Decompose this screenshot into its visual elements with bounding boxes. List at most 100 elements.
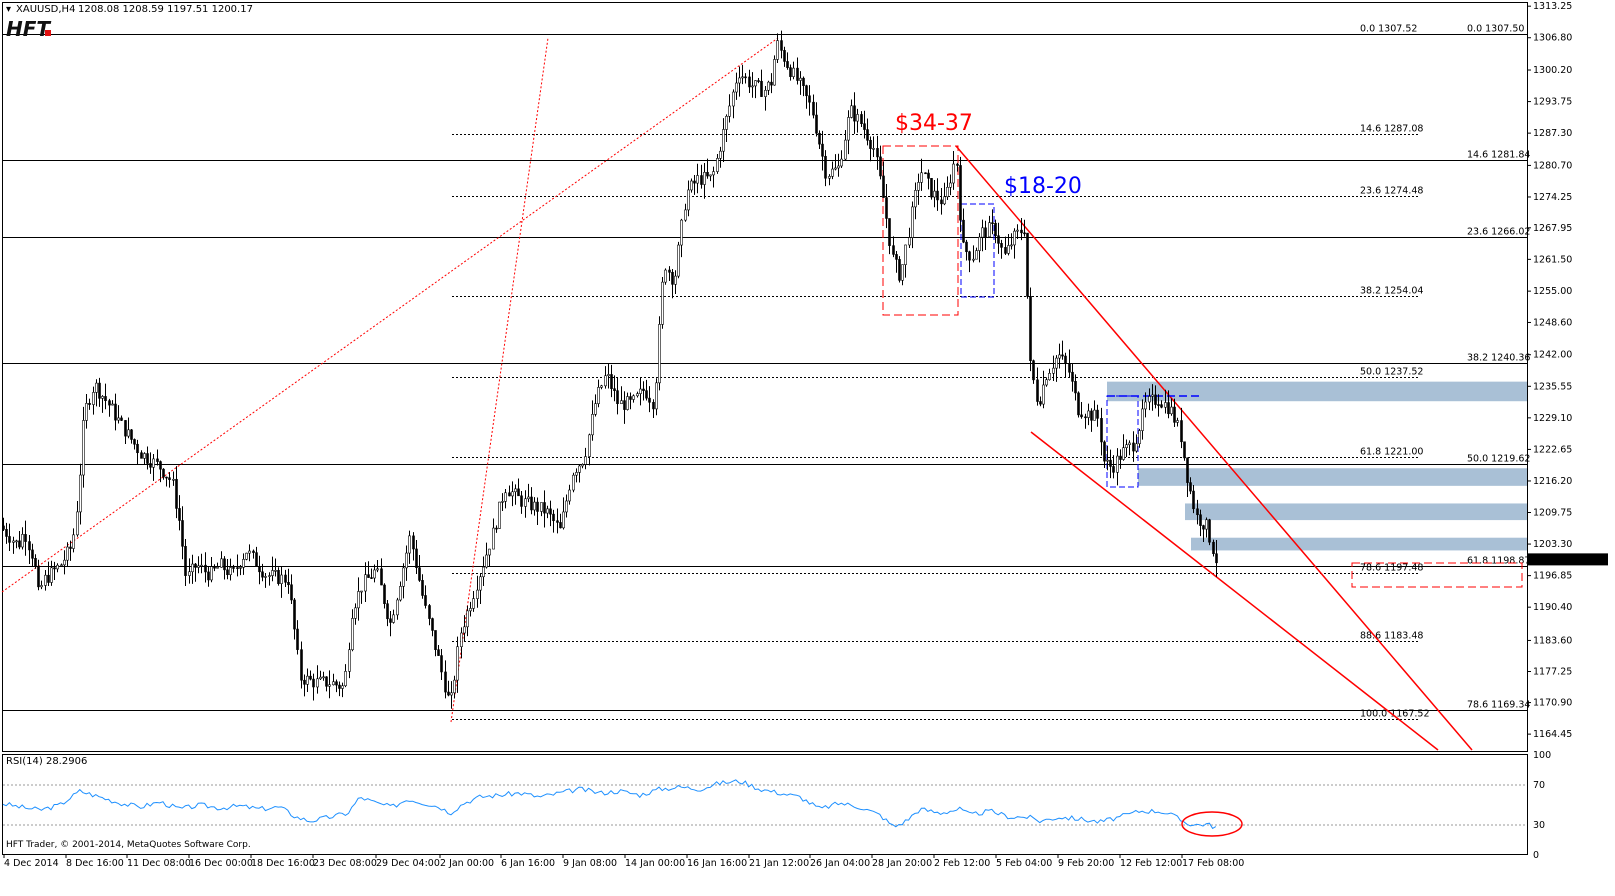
candle-body <box>639 388 642 394</box>
candle-body <box>386 603 389 620</box>
candle-body <box>623 400 626 410</box>
candle-body <box>1202 525 1205 530</box>
candle-body <box>815 114 818 134</box>
candle-body <box>1183 441 1186 459</box>
candle-body <box>802 77 805 86</box>
candle-body <box>680 219 683 246</box>
candle-body <box>1000 243 1003 248</box>
collapse-triangle-icon[interactable]: ▾ <box>6 4 11 15</box>
candle-body <box>1052 367 1055 374</box>
candle-body <box>754 80 757 87</box>
candle-body <box>440 655 443 673</box>
candle-body <box>578 465 581 473</box>
candle-body <box>479 576 482 591</box>
price-tick-label: 1196.85 <box>1533 571 1572 582</box>
candle-body <box>47 574 50 583</box>
candle-body <box>696 175 699 184</box>
candle-body <box>21 534 24 548</box>
candle-body <box>204 564 207 573</box>
candle-body <box>1167 402 1170 415</box>
support-zone[interactable] <box>1107 381 1527 402</box>
channel-upper-line[interactable] <box>955 145 1473 751</box>
price-axis: 1313.25 1306.80 1300.20 1293.75 1287.30 1280.… <box>1527 1 1608 740</box>
time-tick-label: 12 Feb 12:00 <box>1120 858 1182 869</box>
candle-body <box>796 67 799 81</box>
support-zone[interactable] <box>1191 537 1527 551</box>
candle-body <box>508 492 511 497</box>
red-dashed-target-box[interactable] <box>1351 562 1523 588</box>
time-tick-label: 28 Jan 20:00 <box>872 858 932 869</box>
candle-body <box>764 89 767 97</box>
support-zone[interactable] <box>1138 468 1527 486</box>
dotted-fib-label: 61.8 1221.00 <box>1360 447 1423 458</box>
rsi-oversold-circle[interactable] <box>1181 811 1243 837</box>
candle-body <box>719 150 722 159</box>
candle-body <box>290 584 293 601</box>
candle-body <box>1128 442 1131 446</box>
candle-body <box>655 382 658 410</box>
candle-body <box>856 114 859 122</box>
candle-body <box>197 565 200 568</box>
candle-body <box>588 434 591 457</box>
price-tick-label: 1306.80 <box>1533 33 1572 44</box>
candle-body <box>1042 384 1045 405</box>
candle-body <box>981 227 984 238</box>
candle-body <box>1026 232 1029 297</box>
candle-body <box>744 76 747 79</box>
hft-logo: HFT <box>6 17 51 41</box>
candle-body <box>98 382 101 399</box>
dotted-fib-label: 78.6 1197.48 <box>1360 563 1423 574</box>
rsi-pane-frame <box>2 754 1528 855</box>
candle-body <box>56 564 59 570</box>
channel-lower-line[interactable] <box>1030 431 1439 751</box>
price-tick-label: 1222.65 <box>1533 444 1572 455</box>
candle-body <box>389 618 392 623</box>
price-tick-label: 1313.25 <box>1533 1 1572 12</box>
candle-body <box>252 550 255 553</box>
candle-body <box>1173 406 1176 423</box>
candle-body <box>1212 541 1215 555</box>
candle-body <box>495 527 498 530</box>
candle-body <box>783 50 786 62</box>
candle-body <box>930 178 933 198</box>
candle-body <box>1160 404 1163 408</box>
dotted-fan-line-2[interactable] <box>450 37 549 723</box>
red-dashed-box-34-37[interactable] <box>882 145 959 316</box>
candle-body <box>892 245 895 255</box>
candle-body <box>341 685 344 689</box>
candle-body <box>1074 381 1077 394</box>
time-tick-label: 5 Feb 04:00 <box>996 858 1052 869</box>
candle-body <box>879 156 882 177</box>
time-tick-label: 17 Feb 08:00 <box>1182 858 1244 869</box>
time-tick-label: 21 Jan 12:00 <box>749 858 809 869</box>
candle-body <box>1048 373 1051 381</box>
candle-body <box>293 599 296 630</box>
candle-body <box>69 546 72 549</box>
candle-body <box>869 139 872 149</box>
candle-body <box>1080 414 1083 418</box>
candle-body <box>194 563 197 568</box>
rsi-tick-label: 0 <box>1533 850 1539 861</box>
price-tick-label: 1177.25 <box>1533 667 1572 678</box>
candle-body <box>133 439 136 445</box>
candle-body <box>620 400 623 405</box>
horizontal-level-label: 38.2 1240.36 <box>1467 353 1530 364</box>
candle-body <box>325 676 328 687</box>
blue-dashed-box-small[interactable] <box>1106 395 1139 488</box>
candle-body <box>533 501 536 511</box>
candle-body <box>882 175 885 198</box>
candle-body <box>124 420 127 437</box>
candle-body <box>991 222 994 224</box>
candle-body <box>456 646 459 681</box>
support-zone[interactable] <box>1185 503 1527 521</box>
candle-body <box>18 540 21 548</box>
dotted-fib-label: 38.2 1254.04 <box>1360 286 1423 297</box>
price-tick-label: 1229.10 <box>1533 413 1572 424</box>
candle-body <box>418 567 421 581</box>
dotted-fan-line-1[interactable] <box>1 37 779 593</box>
candle-body <box>1016 229 1019 232</box>
dotted-fib-label: 14.6 1287.08 <box>1360 124 1423 135</box>
candle-body <box>821 143 824 157</box>
